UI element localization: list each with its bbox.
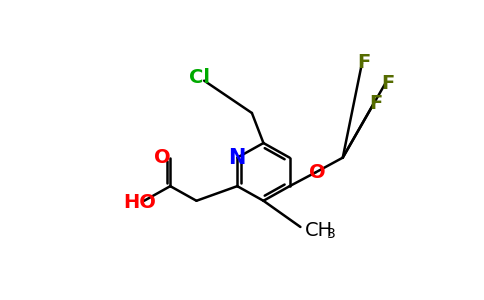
Text: F: F [369,94,382,113]
Text: CH: CH [305,220,333,239]
Text: F: F [358,53,371,72]
Text: 3: 3 [327,227,335,241]
Text: O: O [154,148,171,167]
Text: HO: HO [123,193,156,212]
Text: F: F [381,74,394,93]
Text: Cl: Cl [189,68,210,87]
Text: O: O [309,163,326,182]
Text: N: N [228,148,245,168]
